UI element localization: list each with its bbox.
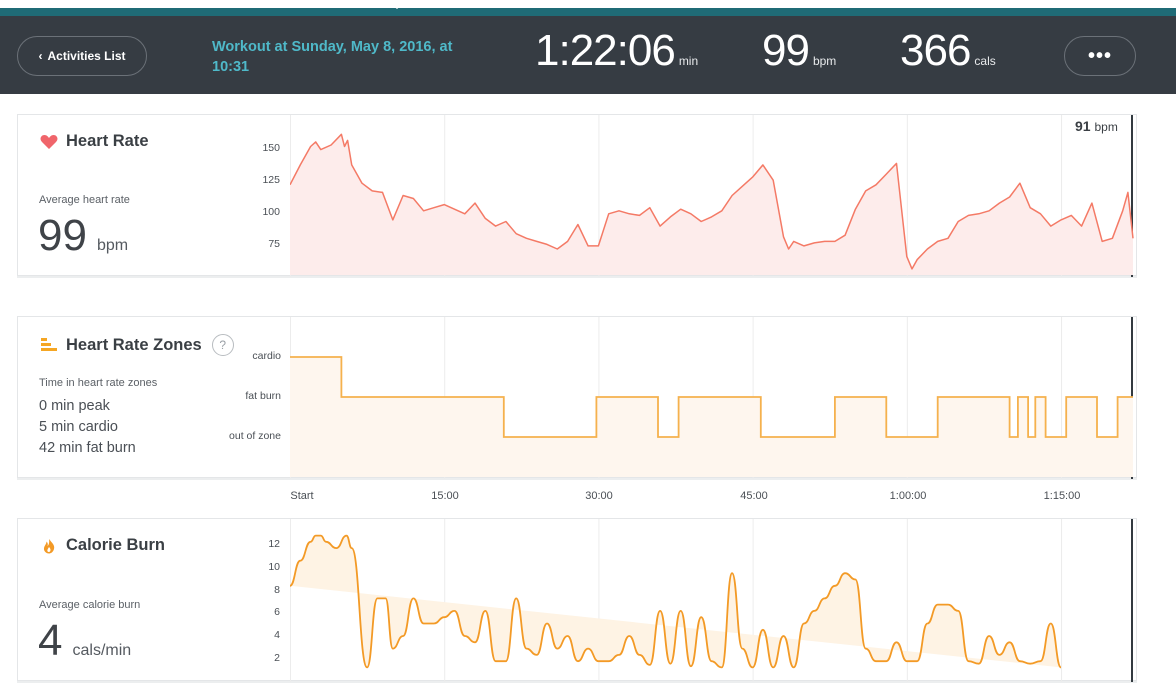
heart-rate-title: Heart Rate [40,132,149,151]
cal-y-tick: 4 [274,629,280,641]
avg-heart-rate-value: 99 [38,211,87,260]
heart-rate-zones-card: Heart Rate Zones ? Time in heart rate zo… [17,316,1138,479]
active-indicator-notch [386,0,408,9]
hr-cursor-value: 91 [1075,118,1091,134]
more-options-button[interactable]: ••• [1064,36,1136,76]
avg-heart-rate: 99 bpm [38,211,128,261]
heart-rate-title-text: Heart Rate [66,132,149,150]
calorie-line [290,534,1062,669]
zone-y-tick: out of zone [229,430,281,442]
hr-cursor-readout: 91 bpm [1075,118,1118,134]
calorie-area [290,535,1061,668]
hr-y-tick: 100 [262,206,280,218]
cal-y-tick: 8 [274,584,280,596]
x-tick-label: 15:00 [431,490,459,502]
top-accent-strip [0,0,1176,16]
workout-header: ‹ Activities List Workout at Sunday, May… [0,16,1176,94]
x-tick-label: 30:00 [585,490,613,502]
zones-area [290,357,1133,477]
x-tick-label: 1:00:00 [889,490,927,502]
cal-y-tick: 2 [274,652,280,664]
time-axis: Start 15:00 30:00 45:00 1:00:00 1:15:00 [0,490,1176,506]
heart-rate-chart[interactable] [290,115,1138,277]
duration-stat: 1:22:06 min [535,26,698,76]
help-icon[interactable]: ? [211,334,234,356]
zone-y-tick: cardio [252,350,281,362]
zone-fatburn-line: 42 min fat burn [39,440,136,456]
zone-y-tick: fat burn [245,390,281,402]
hr-cursor-unit: bpm [1094,120,1118,134]
heart-rate-zones-title: Heart Rate Zones ? [40,334,234,356]
bpm-stat: 99 bpm [762,26,836,76]
calorie-burn-title-text: Calorie Burn [66,536,166,554]
workout-title: Workout at Sunday, May 8, 2016, at 10:31 [212,39,453,75]
avg-calorie-value: 4 [38,616,63,665]
activities-list-button[interactable]: ‹ Activities List [17,36,147,76]
heart-icon [40,134,58,149]
activities-list-label: Activities List [47,49,126,63]
avg-heart-rate-label: Average heart rate [39,194,130,206]
bpm-unit: bpm [812,54,837,68]
cal-y-tick: 6 [274,606,280,618]
duration-unit: min [678,54,699,68]
cals-unit: cals [974,54,996,68]
avg-calorie-burn: 4 cals/min [38,616,131,666]
cals-stat: 366 cals [900,26,996,76]
chevron-left-icon: ‹ [38,49,43,63]
heart-rate-zones-chart[interactable] [290,317,1138,479]
accent-bar [0,8,1176,16]
avg-heart-rate-unit: bpm [96,237,129,254]
zones-time-label: Time in heart rate zones [39,377,158,389]
hr-y-tick: 75 [268,238,280,250]
x-tick-label: 45:00 [740,490,768,502]
x-tick-label: 1:15:00 [1043,490,1081,502]
heart-rate-card: Heart Rate Average heart rate 99 bpm 150… [17,114,1138,277]
avg-calorie-unit: cals/min [72,642,132,659]
hr-y-tick: 150 [262,142,280,154]
cal-y-tick: 10 [268,561,280,573]
cals-value: 366 [900,26,971,75]
bpm-value: 99 [762,26,810,75]
flame-icon [43,538,55,553]
duration-value: 1:22:06 [535,26,676,75]
zone-peak-line: 0 min peak [39,398,110,414]
zones-step-line [290,356,1133,438]
cal-y-tick: 12 [268,538,280,550]
zone-cardio-line: 5 min cardio [39,419,118,435]
zones-bars-icon [41,338,57,351]
zones-title-text: Heart Rate Zones [66,335,202,354]
avg-calorie-label: Average calorie burn [39,599,141,611]
heart-rate-line [290,133,1134,270]
calorie-burn-chart[interactable] [290,519,1138,682]
calorie-burn-title: Calorie Burn [40,536,165,555]
hr-y-tick: 125 [262,174,280,186]
more-dots-icon: ••• [1087,44,1112,67]
heart-rate-area [290,134,1133,275]
calorie-burn-card: Calorie Burn Average calorie burn 4 cals… [17,518,1138,682]
x-tick-label: Start [290,490,314,502]
